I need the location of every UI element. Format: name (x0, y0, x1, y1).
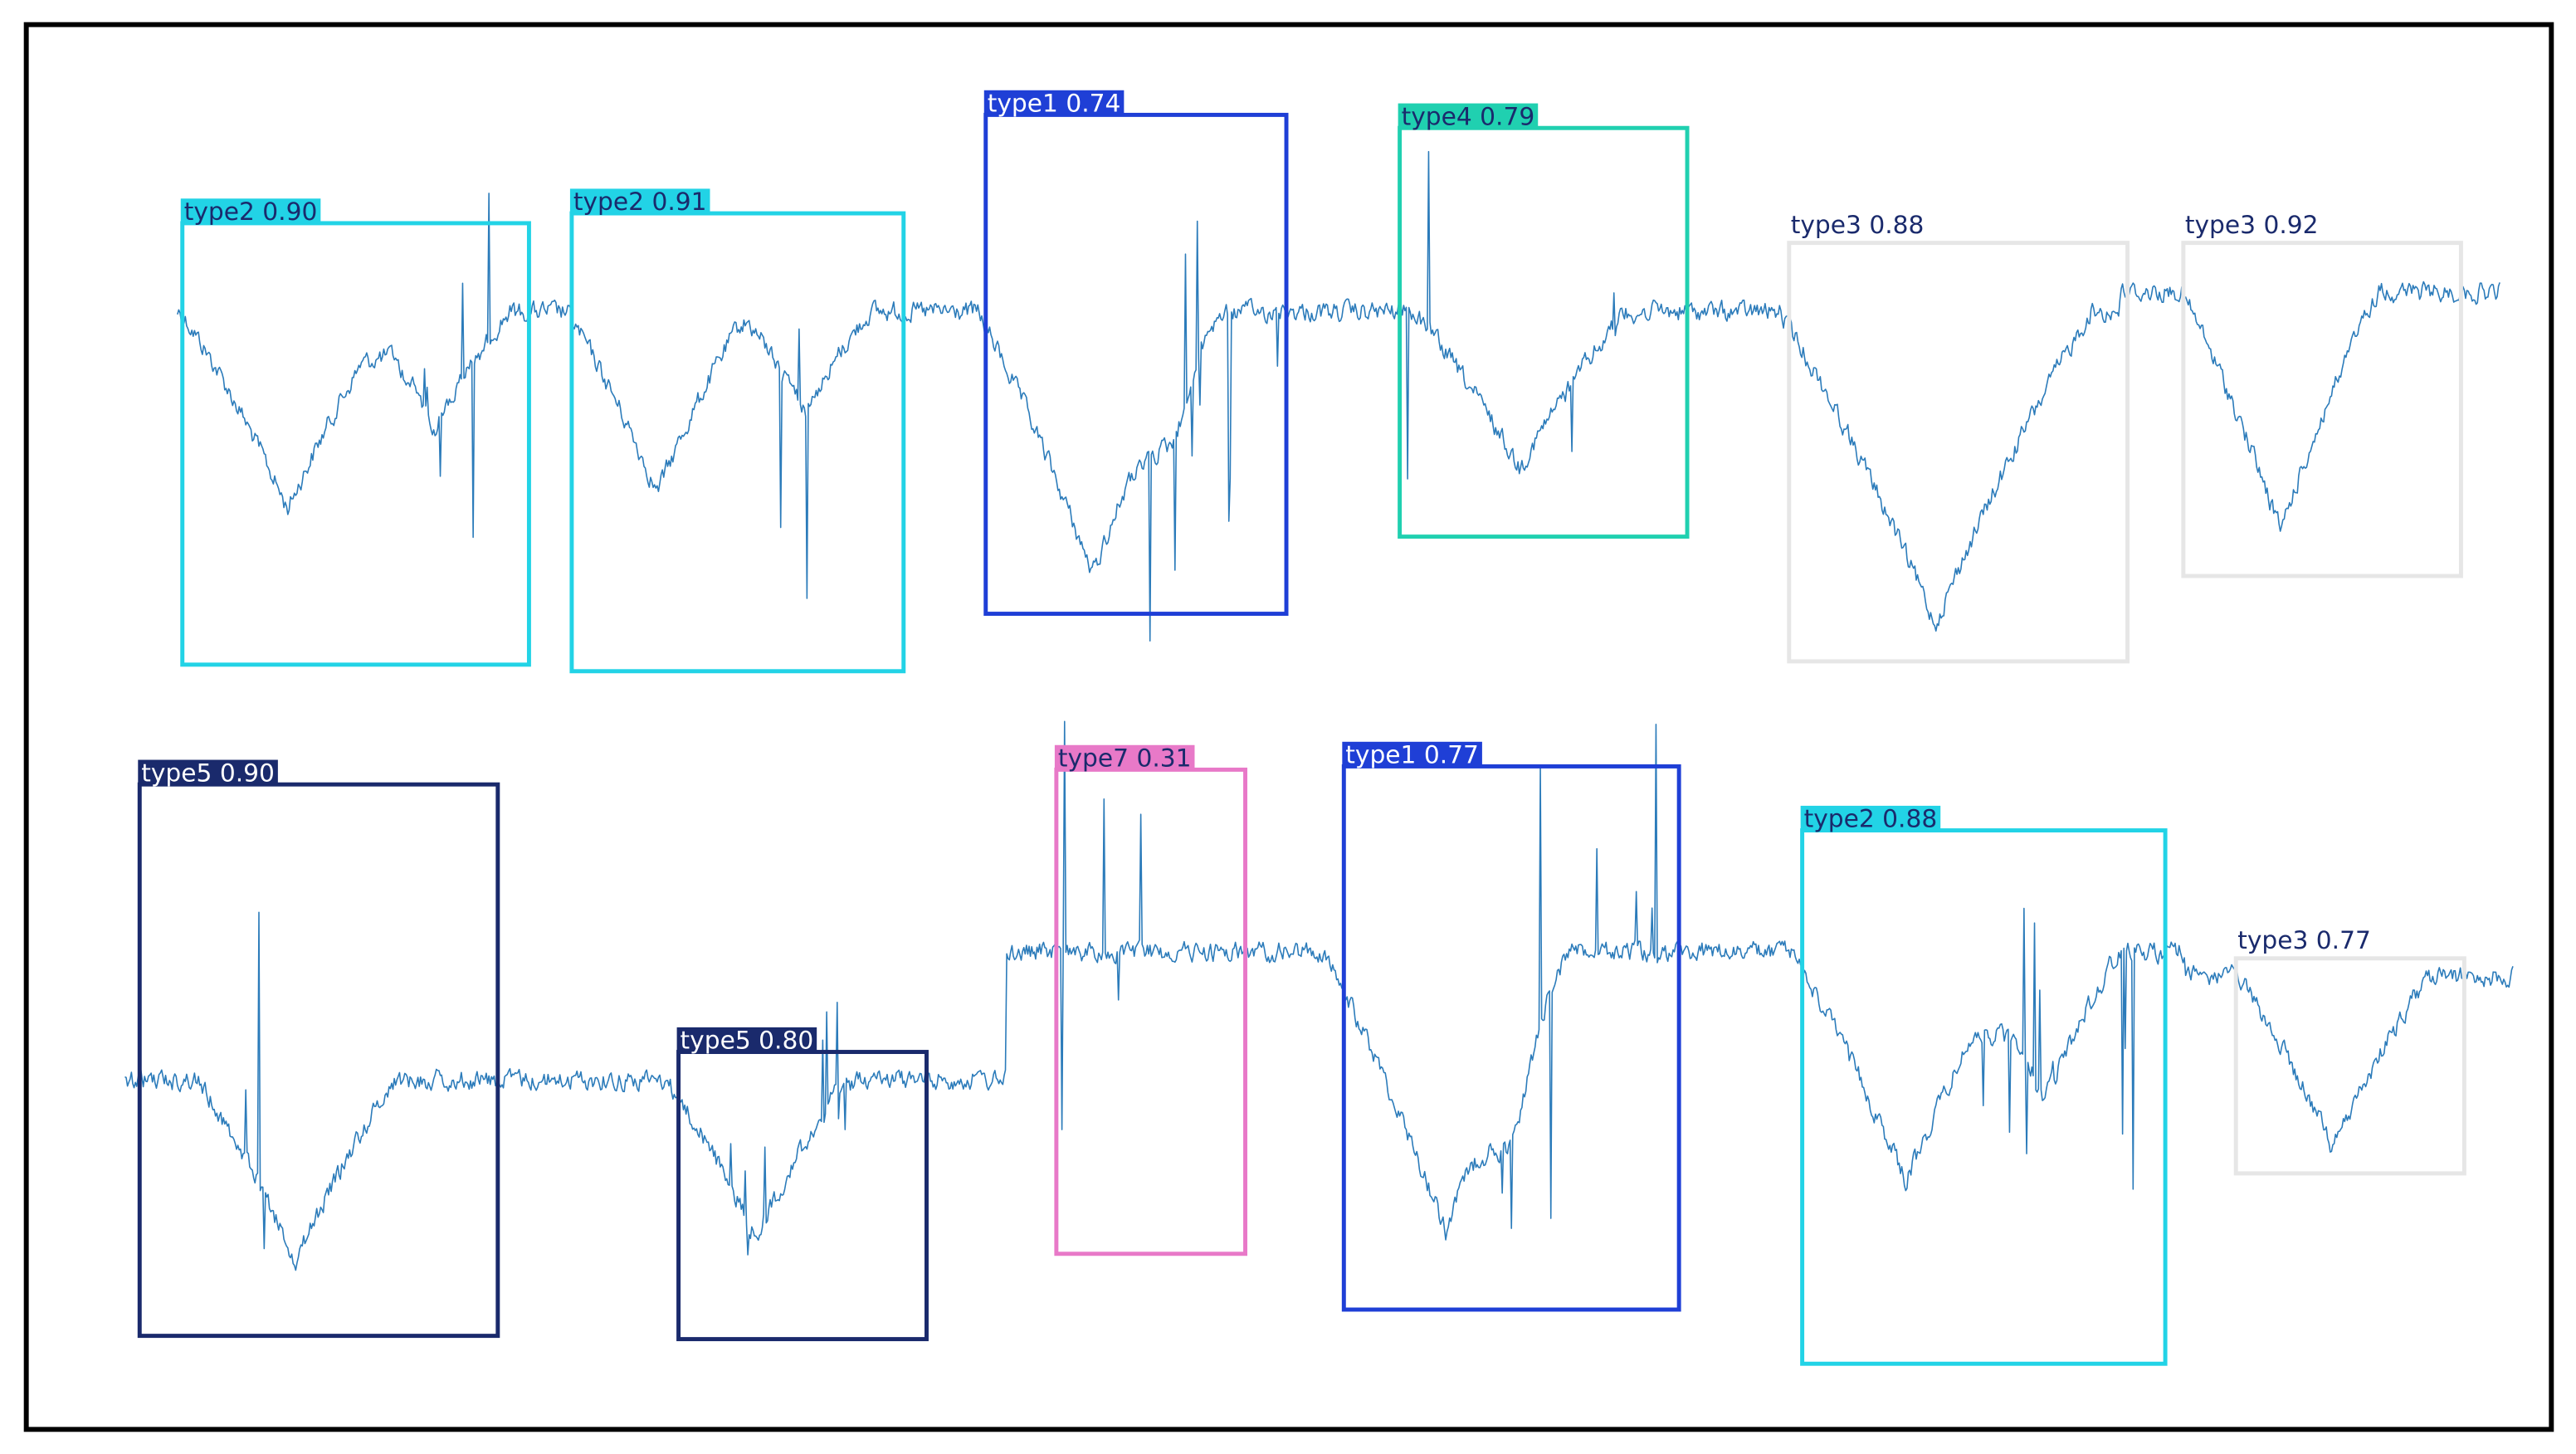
detection: type2 0.88 (1800, 804, 2168, 1366)
detection: type2 0.91 (569, 187, 906, 674)
bounding-box (137, 782, 500, 1339)
detection-label: type2 0.91 (573, 187, 707, 216)
bounding-box (2181, 241, 2463, 578)
label-background (1054, 744, 1195, 770)
detection-label: type2 0.90 (184, 197, 318, 226)
detection: type3 0.92 (2181, 210, 2463, 578)
bounding-box (2233, 956, 2466, 1176)
bounding-box (1398, 125, 1690, 539)
detection-label: type5 0.90 (141, 758, 275, 787)
detection: type1 0.77 (1341, 740, 1681, 1312)
label-background (1342, 741, 1482, 767)
detection-label: type3 0.77 (2237, 925, 2371, 954)
label-background (569, 188, 710, 214)
label-background (180, 198, 321, 223)
bounding-box (180, 221, 531, 667)
detection: type5 0.90 (137, 758, 500, 1339)
detection: type7 0.31 (1054, 743, 1248, 1256)
detection: type5 0.80 (676, 1026, 929, 1342)
detection: type4 0.79 (1398, 101, 1690, 539)
bounding-box (569, 211, 906, 674)
detection-label: type4 0.79 (1402, 101, 1535, 130)
detection: type2 0.90 (180, 197, 531, 667)
detection-label: type1 0.77 (1345, 740, 1479, 769)
waveforms (124, 150, 2514, 1271)
label-background (138, 759, 278, 785)
detection-label: type7 0.31 (1058, 743, 1192, 772)
waveform (124, 720, 2514, 1271)
bounding-box (1787, 241, 2130, 664)
bounding-box (1800, 828, 2168, 1366)
waveform (177, 150, 2500, 642)
detection: type1 0.74 (983, 88, 1289, 617)
bounding-box (1341, 764, 1681, 1312)
frame (23, 22, 2554, 1432)
detection-label: type2 0.88 (1804, 804, 1938, 833)
label-background (676, 1027, 817, 1052)
detection-label: type5 0.80 (681, 1026, 814, 1055)
bounding-box (983, 112, 1289, 617)
detections: type2 0.90 type2 0.91 type1 0.74 type4 0.79… (137, 88, 2466, 1366)
detection: type3 0.77 (2233, 925, 2466, 1176)
label-background (1398, 103, 1539, 129)
detection: type3 0.88 (1787, 210, 2130, 664)
detection-label: type3 0.92 (2185, 210, 2319, 239)
label-background (983, 90, 1125, 115)
detection-label: type3 0.88 (1791, 210, 1925, 239)
detection-label: type1 0.74 (988, 88, 1121, 117)
label-background (1800, 805, 1941, 831)
